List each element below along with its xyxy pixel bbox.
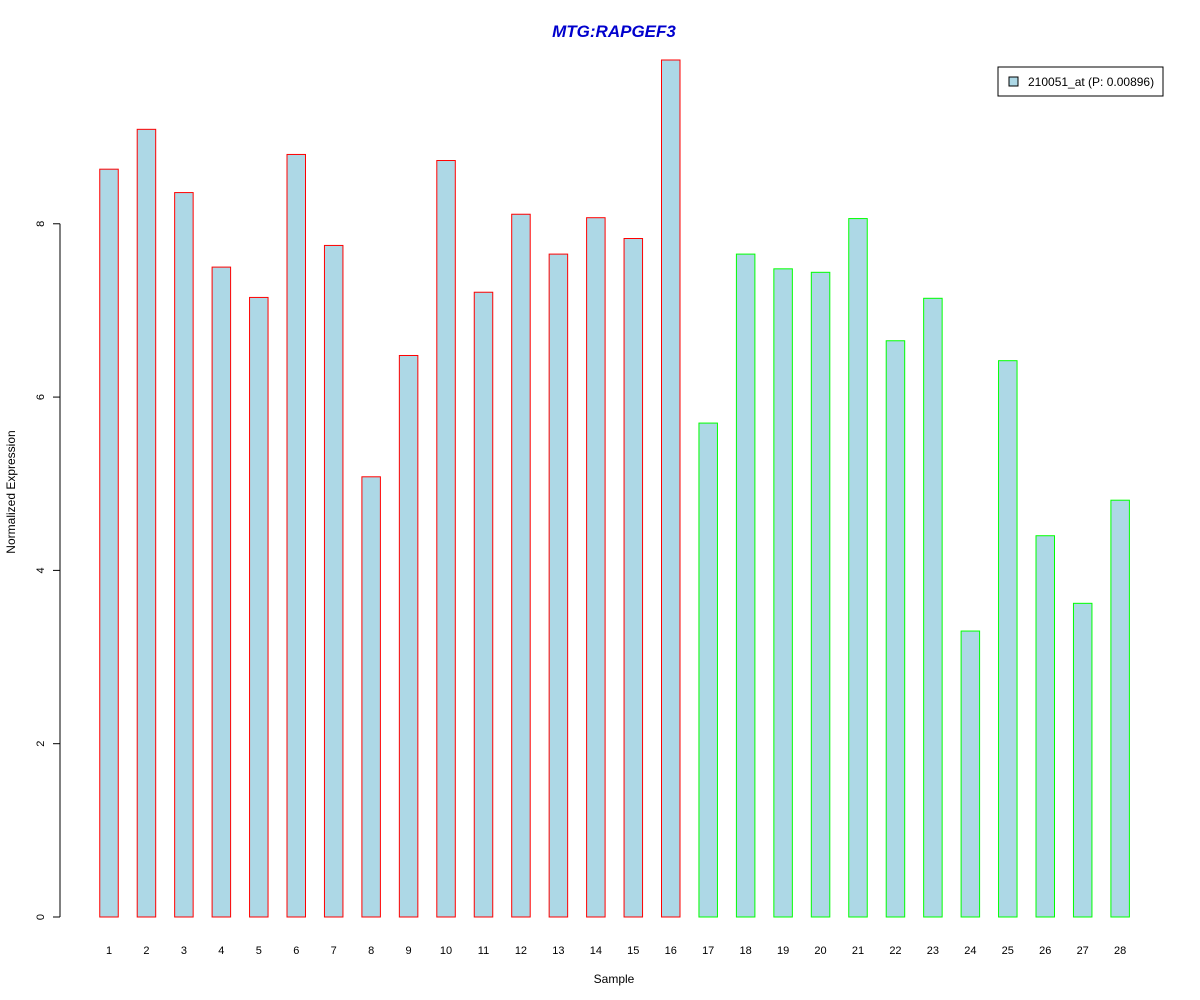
bar-sample-25 (998, 360, 1018, 918)
y-tick-label: 6 (35, 394, 47, 400)
x-axis-tick-labels: 1 2 3 4 5 6 7 8 9 10 11 12 13 14 15 16 17 18 19 20 21 22 23 24 2… (106, 945, 1126, 957)
bar-sample-1 (99, 168, 119, 918)
bar-sample-19 (773, 268, 793, 918)
bars-group (99, 59, 1130, 918)
bar-sample-28 (1110, 499, 1130, 918)
x-tick-label: 12 (515, 945, 527, 957)
bar-sample-23 (923, 297, 943, 918)
x-tick-label: 5 (256, 945, 262, 957)
bar-sample-20 (810, 271, 831, 918)
x-tick-label: 21 (852, 945, 864, 957)
x-tick-label: 7 (331, 945, 337, 957)
bar-sample-5 (249, 296, 269, 918)
x-tick-label: 10 (440, 945, 452, 957)
x-axis-label: Sample (594, 972, 635, 986)
bar-sample-15 (623, 238, 644, 918)
chart-title: MTG:RAPGEF3 (552, 22, 676, 41)
bar-sample-18 (735, 253, 756, 918)
x-tick-label: 19 (777, 945, 789, 957)
x-tick-label: 16 (665, 945, 677, 957)
y-tick-label: 0 (35, 914, 47, 920)
bar-sample-9 (398, 354, 419, 918)
x-tick-label: 18 (740, 945, 752, 957)
y-axis: 0 2 4 6 8 (35, 221, 61, 920)
legend-swatch (1008, 76, 1019, 87)
x-tick-label: 17 (702, 945, 714, 957)
bar-sample-12 (511, 213, 531, 918)
bar-sample-4 (211, 266, 232, 918)
bar-sample-7 (323, 244, 344, 918)
legend-entry-label: 210051_at (P: 0.00896) (1028, 75, 1154, 89)
bar-sample-8 (361, 476, 381, 918)
bar-sample-14 (586, 217, 606, 918)
x-tick-label: 20 (814, 945, 826, 957)
x-tick-label: 11 (478, 945, 489, 957)
x-tick-label: 4 (218, 945, 224, 957)
x-tick-label: 22 (889, 945, 901, 957)
x-tick-label: 2 (143, 945, 149, 957)
x-tick-label: 1 (106, 945, 112, 957)
bar-sample-3 (174, 192, 194, 918)
bar-sample-6 (286, 153, 306, 918)
x-tick-label: 27 (1077, 945, 1089, 957)
bar-sample-22 (885, 340, 906, 918)
legend-box (997, 66, 1164, 97)
x-tick-label: 24 (964, 945, 976, 957)
x-tick-label: 8 (368, 945, 374, 957)
x-tick-label: 3 (181, 945, 187, 957)
x-tick-label: 26 (1039, 945, 1051, 957)
bar-sample-17 (698, 422, 718, 918)
bar-sample-13 (548, 253, 569, 918)
y-tick-label: 4 (35, 567, 47, 573)
x-tick-label: 28 (1114, 945, 1126, 957)
x-tick-label: 9 (406, 945, 412, 957)
bar-sample-24 (960, 630, 981, 918)
y-tick-label: 2 (35, 741, 47, 747)
x-tick-label: 6 (293, 945, 299, 957)
bar-sample-21 (848, 218, 868, 918)
bar-sample-27 (1072, 602, 1093, 918)
bar-sample-10 (436, 160, 456, 918)
y-axis-label: Normalized Expression (4, 430, 18, 553)
bar-sample-11 (473, 291, 494, 918)
bar-sample-2 (136, 128, 157, 918)
x-tick-label: 15 (627, 945, 639, 957)
x-tick-label: 25 (1002, 945, 1014, 957)
bar-sample-16 (661, 59, 681, 918)
y-tick-label: 8 (35, 221, 47, 227)
legend: 210051_at (P: 0.00896) (997, 66, 1164, 97)
bar-sample-26 (1035, 535, 1055, 918)
x-tick-label: 14 (590, 945, 602, 957)
x-tick-label: 13 (552, 945, 564, 957)
x-tick-label: 23 (927, 945, 939, 957)
